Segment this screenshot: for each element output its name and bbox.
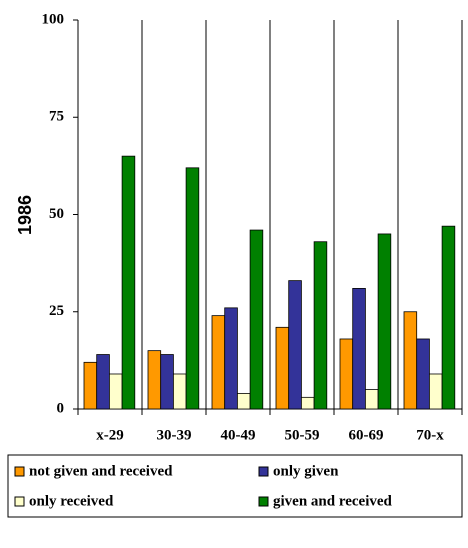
legend-label: not given and received (29, 463, 173, 479)
bar (275, 326, 290, 410)
bar (211, 315, 226, 410)
bar (96, 354, 110, 410)
bar (339, 338, 354, 410)
bar (236, 393, 251, 410)
bar (249, 229, 264, 410)
x-tick-label: 30-39 (157, 427, 192, 443)
y-tick-label: 75 (49, 109, 64, 125)
x-tick-label: x-29 (96, 427, 124, 443)
y-tick-label: 50 (49, 206, 64, 222)
legend-label: only received (29, 493, 114, 509)
x-tick-label: 60-69 (349, 427, 384, 443)
legend-label: only given (273, 463, 339, 479)
bar (313, 241, 328, 410)
bar (185, 167, 200, 410)
bar (441, 225, 456, 410)
x-tick-label: 70-x (416, 427, 444, 443)
legend-swatch (14, 466, 25, 477)
bar (83, 361, 98, 410)
bar (147, 350, 162, 410)
y-tick-label: 0 (57, 400, 65, 416)
legend-label: given and received (273, 493, 393, 509)
legend-swatch (258, 466, 269, 477)
legend-box (7, 454, 463, 518)
bar (224, 307, 238, 410)
bar (172, 373, 187, 410)
bar (352, 288, 366, 410)
bar (377, 233, 392, 410)
bar (288, 280, 302, 410)
bar (364, 389, 379, 410)
bar (300, 396, 315, 410)
y-axis-title: 1986 (15, 195, 35, 235)
bar (121, 155, 136, 410)
bar (160, 354, 174, 410)
x-tick-label: 40-49 (221, 427, 256, 443)
x-tick-label: 50-59 (285, 427, 320, 443)
legend-swatch (14, 496, 25, 507)
bar (403, 311, 418, 410)
bar (109, 373, 123, 410)
bar (428, 373, 443, 410)
legend-swatch (258, 496, 269, 507)
y-tick-label: 25 (49, 303, 64, 319)
bar (416, 338, 430, 410)
y-tick-label: 100 (42, 11, 65, 27)
